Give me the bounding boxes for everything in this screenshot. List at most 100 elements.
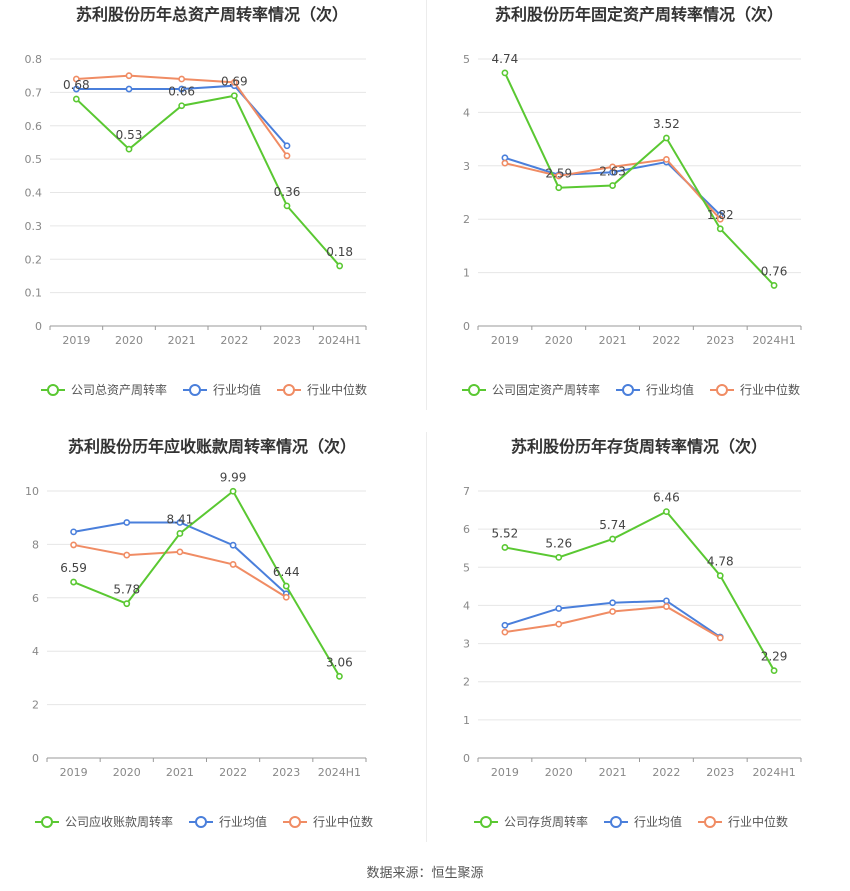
x-tick-label: 2020 bbox=[545, 334, 573, 347]
data-point bbox=[230, 78, 238, 86]
legend-label: 行业中位数 bbox=[740, 382, 800, 397]
y-tick-label: 2 bbox=[32, 699, 39, 712]
data-point bbox=[229, 561, 237, 568]
data-point bbox=[70, 541, 77, 549]
series-line-0 bbox=[504, 510, 775, 672]
data-label: 4.78 bbox=[707, 555, 734, 569]
y-tick-label: 0.2 bbox=[25, 253, 43, 266]
x-tick-label: 2021 bbox=[599, 334, 627, 347]
data-point bbox=[282, 593, 290, 601]
x-tick-label: 2021 bbox=[166, 766, 194, 779]
legend-marker bbox=[195, 816, 207, 828]
x-tick-label: 2021 bbox=[599, 766, 627, 779]
y-tick-label: 2 bbox=[463, 213, 470, 226]
legend-marker bbox=[468, 384, 480, 396]
data-point bbox=[282, 582, 290, 590]
panel-divider bbox=[426, 432, 427, 842]
data-point bbox=[663, 597, 670, 605]
x-tick-label: 2019 bbox=[491, 334, 519, 347]
data-point bbox=[555, 553, 563, 561]
y-tick-label: 4 bbox=[32, 645, 39, 658]
data-point bbox=[72, 85, 80, 93]
chart-svg: 苏利股份历年固定资产周转率情况（次） 0 1 2 3 4 5 2019 2020 2021 2022… bbox=[462, 5, 802, 397]
chart-inventory-turnover: 苏利股份历年存货周转率情况（次） 0 1 2 3 4 5 6 7 2019 2020 2021 2022… bbox=[427, 432, 850, 864]
data-point bbox=[336, 262, 344, 270]
x-tick-label: 2019 bbox=[491, 766, 519, 779]
legend-label: 行业均值 bbox=[634, 814, 682, 829]
data-point bbox=[609, 182, 616, 189]
x-tick-label: 2022 bbox=[652, 766, 680, 779]
legend-marker bbox=[480, 816, 492, 828]
y-tick-label: 0.1 bbox=[25, 287, 43, 300]
x-tick-label: 2020 bbox=[115, 334, 143, 347]
legend-label: 公司应收账款周转率 bbox=[65, 814, 173, 829]
data-point bbox=[125, 85, 133, 93]
data-point bbox=[716, 634, 724, 642]
data-point bbox=[770, 667, 778, 675]
y-tick-label: 5 bbox=[463, 561, 470, 574]
y-tick-label: 0.8 bbox=[25, 53, 43, 66]
y-tick-label: 0.5 bbox=[25, 153, 43, 166]
data-point bbox=[663, 508, 670, 515]
y-tick-label: 0 bbox=[463, 320, 470, 333]
data-point bbox=[70, 528, 77, 536]
x-tick-label: 2023 bbox=[272, 766, 300, 779]
data-point bbox=[123, 600, 131, 608]
data-point bbox=[72, 95, 80, 103]
legend-marker bbox=[610, 816, 622, 828]
data-point bbox=[609, 163, 616, 171]
series-line-0 bbox=[73, 489, 341, 677]
data-point bbox=[125, 72, 133, 80]
data-point bbox=[70, 578, 77, 586]
legend-marker bbox=[704, 816, 716, 828]
x-tick-label: 2024H1 bbox=[318, 334, 361, 347]
legend-label: 行业均值 bbox=[219, 814, 267, 829]
legend-label: 行业中位数 bbox=[313, 814, 373, 829]
data-point bbox=[283, 142, 291, 150]
data-label: 6.44 bbox=[273, 565, 300, 579]
x-tick-label: 2019 bbox=[62, 334, 90, 347]
data-point bbox=[336, 672, 343, 680]
legend-marker bbox=[283, 384, 295, 396]
data-label: 0.68 bbox=[63, 78, 90, 92]
legend-marker bbox=[47, 384, 59, 396]
data-label: 3.52 bbox=[653, 117, 680, 131]
y-tick-label: 2 bbox=[463, 676, 470, 689]
legend-marker bbox=[41, 816, 53, 828]
x-tick-label: 2022 bbox=[219, 766, 247, 779]
data-label: 1.82 bbox=[707, 208, 734, 222]
series-line-0 bbox=[75, 94, 341, 267]
data-label: 3.06 bbox=[326, 655, 353, 669]
data-point bbox=[716, 572, 724, 580]
data-point bbox=[230, 92, 238, 100]
y-tick-label: 4 bbox=[463, 599, 470, 612]
data-label: 0.76 bbox=[761, 264, 788, 278]
chart-title: 苏利股份历年存货周转率情况（次） bbox=[511, 437, 767, 456]
data-point bbox=[501, 154, 509, 162]
x-tick-label: 2020 bbox=[113, 766, 141, 779]
y-tick-label: 0.3 bbox=[25, 220, 43, 233]
data-point bbox=[176, 519, 184, 526]
legend-marker bbox=[716, 384, 728, 396]
data-point bbox=[609, 608, 616, 615]
data-point bbox=[125, 145, 133, 153]
data-point bbox=[501, 628, 509, 636]
x-tick-label: 2021 bbox=[168, 334, 196, 347]
x-tick-label: 2023 bbox=[706, 766, 734, 779]
data-point bbox=[609, 599, 616, 607]
chart-svg: 苏利股份历年应收账款周转率情况（次） 0 2 4 6 8 10 2019 2020 2021 202… bbox=[25, 437, 373, 829]
x-tick-label: 2024H1 bbox=[318, 766, 361, 779]
y-tick-label: 1 bbox=[463, 714, 470, 727]
y-tick-label: 8 bbox=[32, 538, 39, 551]
y-tick-label: 10 bbox=[25, 485, 39, 498]
x-tick-label: 2020 bbox=[545, 766, 573, 779]
x-tick-label: 2022 bbox=[652, 334, 680, 347]
data-point bbox=[229, 541, 237, 549]
data-point bbox=[501, 159, 509, 167]
data-point bbox=[555, 605, 563, 612]
data-point bbox=[178, 85, 186, 93]
y-tick-label: 0.6 bbox=[25, 120, 43, 133]
y-tick-label: 0 bbox=[35, 320, 42, 333]
data-point bbox=[555, 172, 563, 180]
data-point bbox=[501, 544, 509, 551]
